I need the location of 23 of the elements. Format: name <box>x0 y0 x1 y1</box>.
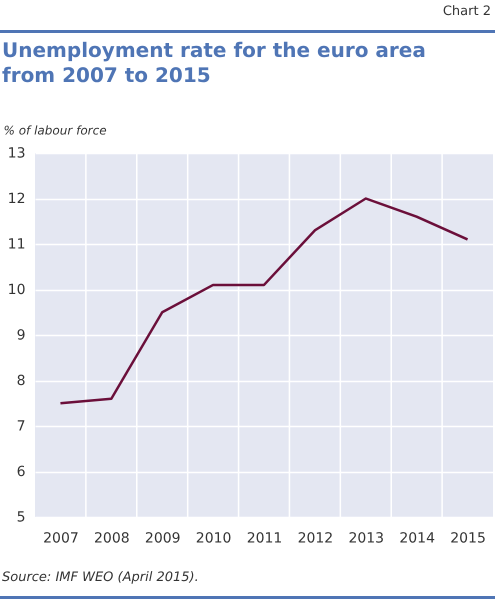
x-tick-label: 2014 <box>399 530 436 546</box>
y-tick-label: 8 <box>16 373 26 389</box>
y-tick-label: 6 <box>16 464 26 480</box>
chart-title: Unemployment rate for the euro area from 2007 to 2015 <box>2 38 427 88</box>
x-tick-label: 2008 <box>94 530 130 546</box>
y-tick-label: 7 <box>16 418 26 434</box>
line-series <box>59 197 469 404</box>
x-tick-label: 2011 <box>246 530 282 546</box>
x-tick-label: 2007 <box>43 530 79 546</box>
y-tick-label: 11 <box>8 236 26 252</box>
x-tick-label: 2013 <box>348 530 384 546</box>
y-tick-label: 9 <box>16 328 26 344</box>
x-tick-label: 2012 <box>298 530 334 546</box>
caption: Chart 2 <box>442 4 491 19</box>
y-tick-label: 13 <box>8 146 26 162</box>
x-tick-label: 2010 <box>196 530 232 546</box>
source-note: Source: IMF WEO (April 2015). <box>2 570 199 585</box>
y-tick-label: 10 <box>8 282 26 298</box>
x-tick-label: 2015 <box>450 530 486 546</box>
y-tick-label: 12 <box>8 191 26 207</box>
y-axis-title: % of labour force <box>4 124 107 138</box>
y-tick-label: 5 <box>16 510 26 526</box>
x-tick-label: 2009 <box>144 530 181 546</box>
